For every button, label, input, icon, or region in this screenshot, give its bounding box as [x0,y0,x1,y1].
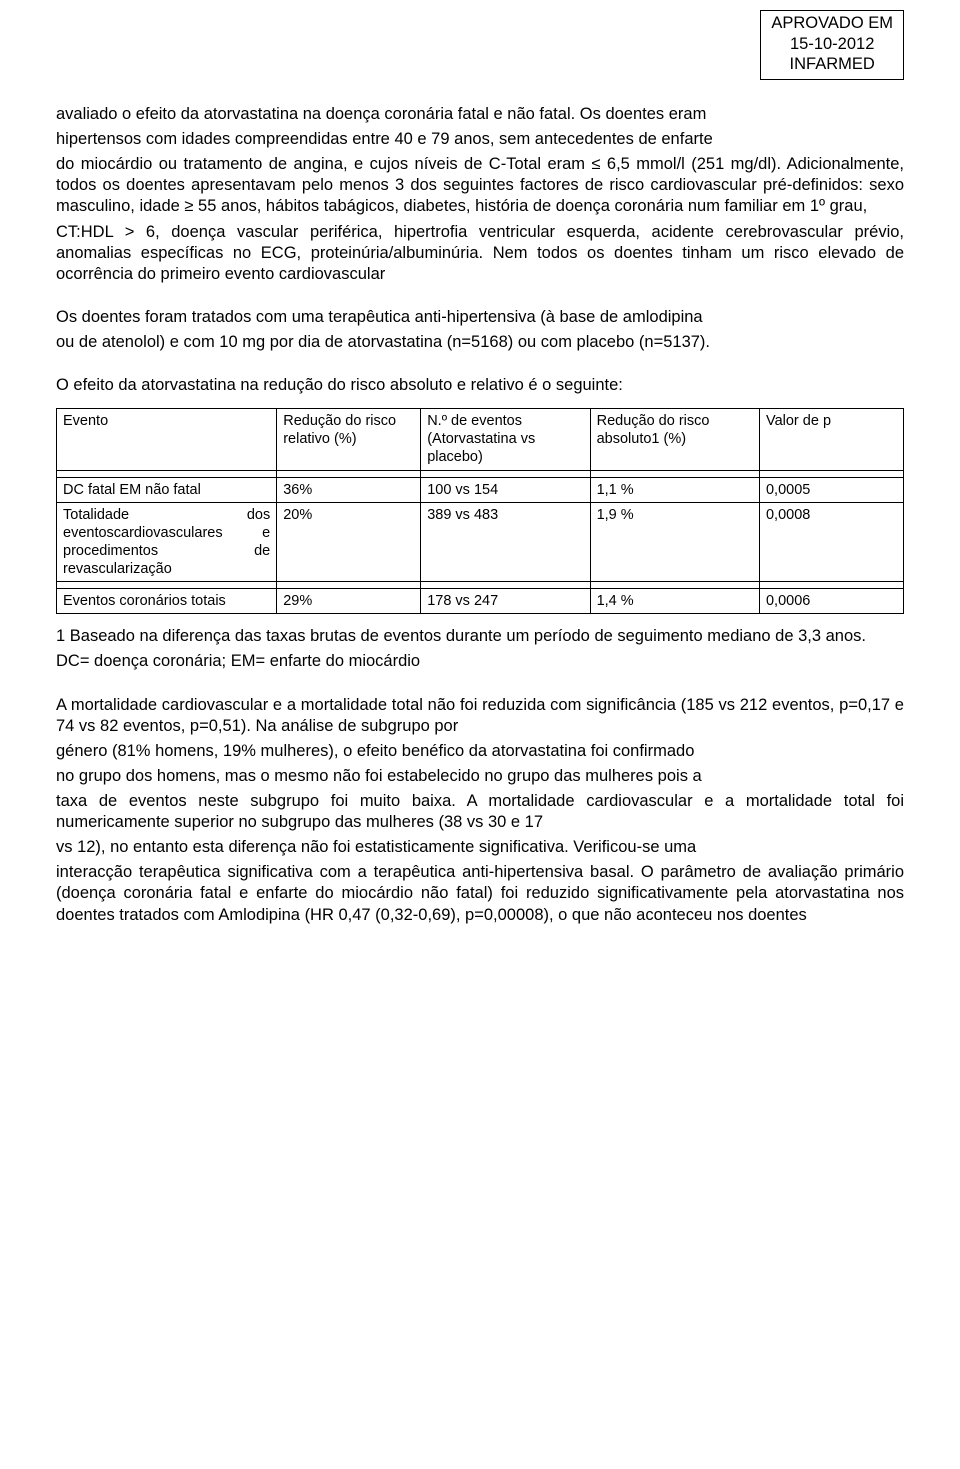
table-row: DC fatal EM não fatal 36% 100 vs 154 1,1… [57,477,904,502]
table-cell: 0,0006 [759,589,903,614]
table-header-cell: Valor de p [759,409,903,470]
body-paragraph: interacção terapêutica significativa com… [56,862,904,925]
body-paragraph: Os doentes foram tratados com uma terapê… [56,307,904,328]
table-gap-row [57,582,904,589]
table-cell: 1,9 % [590,502,759,582]
body-paragraph: 1 Baseado na diferença das taxas brutas … [56,626,904,647]
results-table: Evento Redução do risco relativo (%) N.º… [56,408,904,614]
approval-line-2: 15-10-2012 [771,34,893,55]
table-cell: 1,1 % [590,477,759,502]
body-paragraph: O efeito da atorvastatina na redução do … [56,375,904,396]
table-cell: 178 vs 247 [421,589,590,614]
table-header-cell: N.º de eventos (Atorvastatina vs placebo… [421,409,590,470]
table-cell: 0,0008 [759,502,903,582]
approval-line-1: APROVADO EM [771,13,893,34]
body-paragraph: CT:HDL > 6, doença vascular periférica, … [56,222,904,285]
body-paragraph: ou de atenolol) e com 10 mg por dia de a… [56,332,904,353]
body-paragraph: A mortalidade cardiovascular e a mortali… [56,695,904,737]
body-paragraph: DC= doença coronária; EM= enfarte do mio… [56,651,904,672]
table-cell: Eventos coronários totais [57,589,277,614]
body-paragraph: no grupo dos homens, mas o mesmo não foi… [56,766,904,787]
table-row: Totalidade dos eventoscardiovasculares e… [57,502,904,582]
body-paragraph: género (81% homens, 19% mulheres), o efe… [56,741,904,762]
table-cell: 1,4 % [590,589,759,614]
body-paragraph: do miocárdio ou tratamento de angina, e … [56,154,904,217]
table-header-cell: Redução do risco absoluto1 (%) [590,409,759,470]
table-cell: Totalidade dos eventoscardiovasculares e… [57,502,277,582]
body-paragraph: avaliado o efeito da atorvastatina na do… [56,104,904,125]
approval-line-3: INFARMED [771,54,893,75]
body-paragraph: taxa de eventos neste subgrupo foi muito… [56,791,904,833]
table-gap-row [57,470,904,477]
table-header-row: Evento Redução do risco relativo (%) N.º… [57,409,904,470]
table-cell: DC fatal EM não fatal [57,477,277,502]
body-paragraph: hipertensos com idades compreendidas ent… [56,129,904,150]
table-cell: 36% [277,477,421,502]
table-row: Eventos coronários totais 29% 178 vs 247… [57,589,904,614]
document-page: APROVADO EM 15-10-2012 INFARMED avaliado… [0,0,960,950]
table-cell: 389 vs 483 [421,502,590,582]
table-header-cell: Redução do risco relativo (%) [277,409,421,470]
table-header-cell: Evento [57,409,277,470]
table-cell: 0,0005 [759,477,903,502]
table-cell: 29% [277,589,421,614]
body-paragraph: vs 12), no entanto esta diferença não fo… [56,837,904,858]
table-cell: 20% [277,502,421,582]
table-cell: 100 vs 154 [421,477,590,502]
approval-stamp: APROVADO EM 15-10-2012 INFARMED [760,10,904,80]
